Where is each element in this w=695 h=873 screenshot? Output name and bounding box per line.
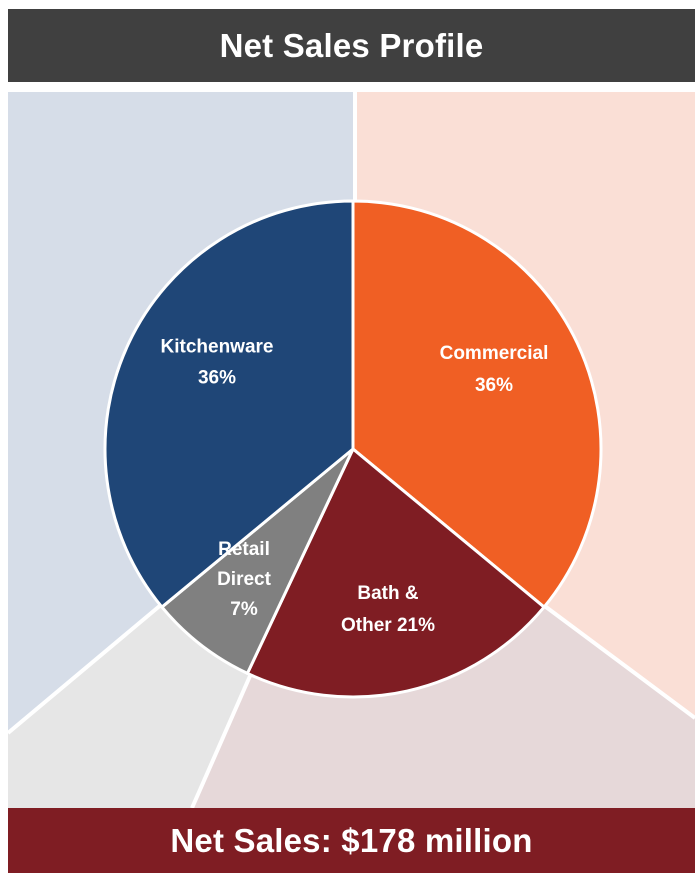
slice-label-bath-other-line-2: Other 21% — [341, 615, 435, 636]
slice-label-retail-direct-line-3: 7% — [230, 599, 258, 620]
footer-bar: Net Sales: $178 million — [8, 808, 695, 873]
net-sales-total: Net Sales: $178 million — [170, 821, 533, 859]
page-title: Net Sales Profile — [219, 26, 484, 64]
pie-labels: Commercial 36% Bath & Other 21% Retail Direct… — [161, 337, 549, 637]
fan-edge-line-left — [6, 602, 164, 735]
pie-slice-retail-direct — [160, 447, 355, 675]
slice-label-retail-direct-line-2: Direct — [217, 569, 272, 590]
pie-slice-commercial — [351, 199, 603, 609]
fan-edge-line-middle — [190, 675, 252, 809]
pie-slice-bath-other — [245, 447, 546, 699]
slice-label-kitchenware-line-1: Kitchenware — [161, 337, 274, 358]
pie-slices — [103, 199, 603, 699]
slice-label-bath-other-line-1: Bath & — [357, 583, 419, 604]
fan-edge-line-right — [540, 602, 695, 720]
fan-wedge-left — [8, 604, 250, 808]
slice-label-kitchenware-line-2: 36% — [198, 368, 236, 389]
slice-label-commercial-line-2: 36% — [475, 375, 513, 396]
slice-label-commercial-line-1: Commercial — [440, 343, 549, 364]
fan-wedge-right — [192, 604, 695, 808]
slice-label-retail-direct-line-1: Retail — [218, 539, 270, 560]
pie-slice-kitchenware — [103, 199, 355, 609]
header-bar: Net Sales Profile — [8, 9, 695, 82]
